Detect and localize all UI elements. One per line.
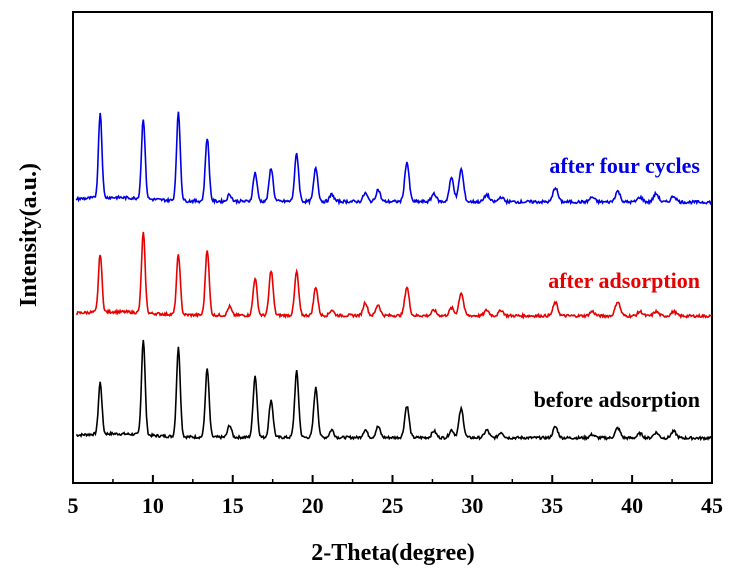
y-axis-label: Intensity(a.u.) <box>16 163 42 307</box>
x-axis-label: 2-Theta(degree) <box>311 540 475 566</box>
x-tick-label: 45 <box>701 493 723 518</box>
x-tick-label: 5 <box>68 493 79 518</box>
series-line <box>75 111 713 206</box>
series-label: after four cycles <box>549 153 700 178</box>
plot-area: 5 10 15 20 25 30 35 40 45 before adsorption after … <box>68 11 723 518</box>
series-label: before adsorption <box>534 387 700 412</box>
x-tick-label: 25 <box>382 493 404 518</box>
x-tick-label: 20 <box>302 493 324 518</box>
series-label: after adsorption <box>548 268 700 293</box>
x-tick-label: 30 <box>461 493 483 518</box>
x-tick-label: 15 <box>222 493 244 518</box>
plot-frame <box>72 11 713 484</box>
x-tick-label: 10 <box>142 493 164 518</box>
x-tick-label: 40 <box>621 493 643 518</box>
x-tick-label: 35 <box>541 493 563 518</box>
series-line <box>76 339 713 442</box>
series-line <box>76 231 713 320</box>
